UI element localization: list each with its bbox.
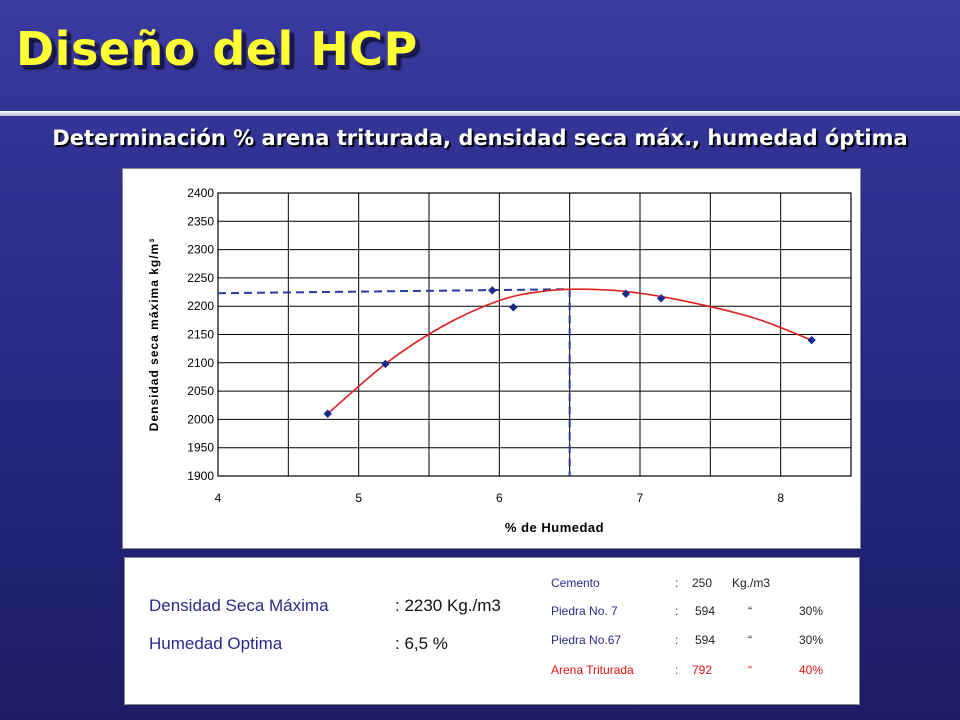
data-point [509,303,518,312]
page-subtitle: Determinación % arena triturada, densida… [52,126,908,150]
mix-unit: “ [748,633,752,647]
mix-qty: 594 [695,604,716,618]
data-point [381,359,390,369]
data-point [488,286,497,295]
density-label: Densidad Seca Máxima [149,596,329,615]
y-tick-label: 2000 [187,412,214,426]
density-humidity-chart: 1900 1950 2000 2050 2100 2150 2200 2250 2300 2350… [147,186,852,535]
density-row: Densidad Seca Máxima : 2230 Kg./m3 [149,596,501,616]
mix-qty: 250 [692,576,713,590]
mix-qty: 594 [695,633,716,647]
results-panel: Densidad Seca Máxima : 2230 Kg./m3 Humed… [124,557,860,705]
mix-sep: : [675,663,679,677]
y-tick-label: 2300 [187,243,214,257]
x-tick-label: 4 [215,491,222,505]
y-tick-label: 2400 [187,186,214,200]
mix-unit: “ [748,604,752,618]
mix-name: Piedra No. 7 [551,604,618,618]
page-title: Diseño del HCP [16,22,418,76]
mix-sep: : [675,633,679,647]
mix-name: Cemento [551,576,600,590]
x-tick-label: 5 [355,491,362,505]
mix-pct: 30% [799,633,824,647]
mix-unit: Kg./m3 [732,576,771,590]
y-tick-label: 1950 [187,441,214,455]
y-tick-label: 2200 [187,299,214,313]
y-tick-label: 2350 [187,214,214,228]
y-tick-label: 2250 [187,271,214,285]
y-tick-label: 1900 [187,469,214,483]
mix-sep: : [675,576,679,590]
x-tick-label: 6 [496,491,503,505]
mix-name: Arena Triturada [551,663,634,677]
title-divider [0,111,960,116]
plot-frame [217,192,852,477]
optimum-density-guide [217,288,570,295]
fit-curve [327,288,812,415]
x-tick-label: 8 [777,491,784,505]
density-value: : 2230 Kg./m3 [395,596,501,615]
x-axis-label: % de Humedad [505,520,604,535]
data-point [621,289,631,298]
mix-sep: : [675,604,679,618]
chart-panel: 1900 1950 2000 2050 2100 2150 2200 2250 2300 2350… [122,168,861,549]
y-tick-label: 2100 [187,356,214,370]
humidity-value: : 6,5 % [395,634,448,653]
mix-pct: 30% [799,604,824,618]
data-point [807,335,816,345]
humidity-label: Humedad Optima [149,634,283,653]
mix-pct: 40% [799,663,824,677]
humidity-row: Humedad Optima : 6,5 % [149,634,448,654]
mix-unit: “ [748,663,752,677]
y-tick-label: 2150 [187,328,214,342]
data-point [323,409,332,418]
data-point [656,294,666,303]
x-tick-label: 7 [637,491,644,505]
y-tick-label: 2050 [187,384,214,398]
y-axis-label: Densidad seca máxima kg/m³ [147,238,161,431]
mix-name: Piedra No.67 [551,633,622,647]
mix-qty: 792 [692,663,713,677]
